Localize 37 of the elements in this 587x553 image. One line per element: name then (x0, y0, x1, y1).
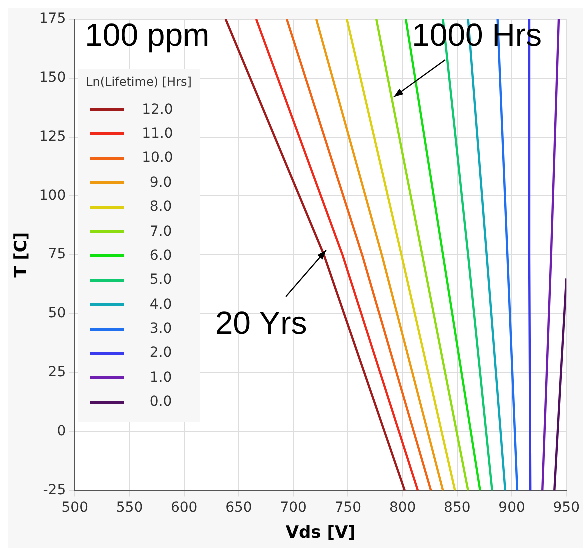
legend-label: 11.0 (142, 126, 174, 142)
y-tick-label: 50 (48, 306, 66, 322)
y-tick-label: 100 (39, 188, 66, 204)
legend-label: 4.0 (148, 296, 172, 313)
legend-label: 2.0 (148, 345, 172, 362)
y-tick-label: 150 (39, 70, 66, 86)
legend-label: 1.0 (148, 370, 172, 386)
x-tick-label: 700 (280, 500, 307, 516)
x-tick-label: 900 (498, 500, 526, 516)
x-tick-label: 850 (444, 500, 471, 516)
annotation: 100 ppm (85, 17, 210, 54)
legend-label: 7.0 (148, 224, 172, 240)
annotation: 20 Yrs (215, 305, 308, 342)
legend-label: 3.0 (148, 321, 172, 338)
legend-label: 10.0 (142, 150, 174, 166)
legend-label: 5.0 (148, 272, 172, 288)
y-tick-label: -25 (43, 482, 66, 498)
x-tick-label: 800 (389, 500, 416, 516)
legend-title: Ln(Lifetime) [Hrs] (86, 75, 192, 90)
legend-label: 9.0 (148, 174, 172, 191)
y-tick-label: 125 (39, 128, 66, 145)
x-axis-title: Vds [V] (286, 523, 356, 544)
legend-label: 12.0 (142, 102, 174, 118)
y-tick-label: 25 (48, 364, 66, 381)
x-tick-label: 750 (334, 500, 362, 516)
x-tick-label: 650 (226, 500, 252, 516)
x-tick-label: 550 (116, 500, 144, 516)
x-tick-label: 950 (553, 500, 580, 516)
legend-label: 0.0 (148, 394, 172, 410)
y-tick-label: 0 (57, 424, 66, 440)
x-tick-label: 600 (170, 500, 198, 516)
y-axis-title: T [C] (12, 232, 32, 278)
legend-label: 6.0 (148, 248, 172, 264)
x-tick-label: 500 (62, 500, 88, 516)
legend-label: 8.0 (148, 199, 172, 216)
y-tick-label: 75 (48, 246, 66, 263)
y-tick-label: 175 (39, 11, 66, 28)
